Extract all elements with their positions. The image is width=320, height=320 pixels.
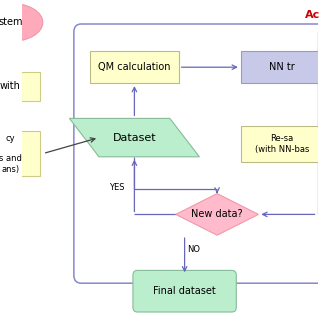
FancyBboxPatch shape — [90, 51, 179, 83]
Text: QM calculation: QM calculation — [98, 62, 171, 72]
Text: NN tr: NN tr — [269, 62, 295, 72]
Text: with: with — [0, 81, 21, 92]
Text: New data?: New data? — [191, 209, 243, 220]
Polygon shape — [176, 194, 259, 235]
FancyBboxPatch shape — [133, 270, 236, 312]
FancyBboxPatch shape — [0, 131, 40, 176]
Text: Re-sa
(with NN-bas: Re-sa (with NN-bas — [255, 134, 309, 154]
Text: Dataset: Dataset — [113, 132, 156, 143]
Ellipse shape — [0, 3, 43, 42]
Text: stem: stem — [0, 17, 23, 28]
FancyBboxPatch shape — [241, 51, 320, 83]
Text: Final dataset: Final dataset — [153, 286, 216, 296]
Text: cy

s and
ans): cy s and ans) — [0, 133, 22, 174]
Text: Ac: Ac — [305, 10, 320, 20]
FancyBboxPatch shape — [0, 72, 40, 101]
Text: NO: NO — [187, 245, 200, 254]
Polygon shape — [69, 118, 199, 157]
FancyBboxPatch shape — [241, 126, 320, 162]
Text: YES: YES — [109, 183, 124, 192]
